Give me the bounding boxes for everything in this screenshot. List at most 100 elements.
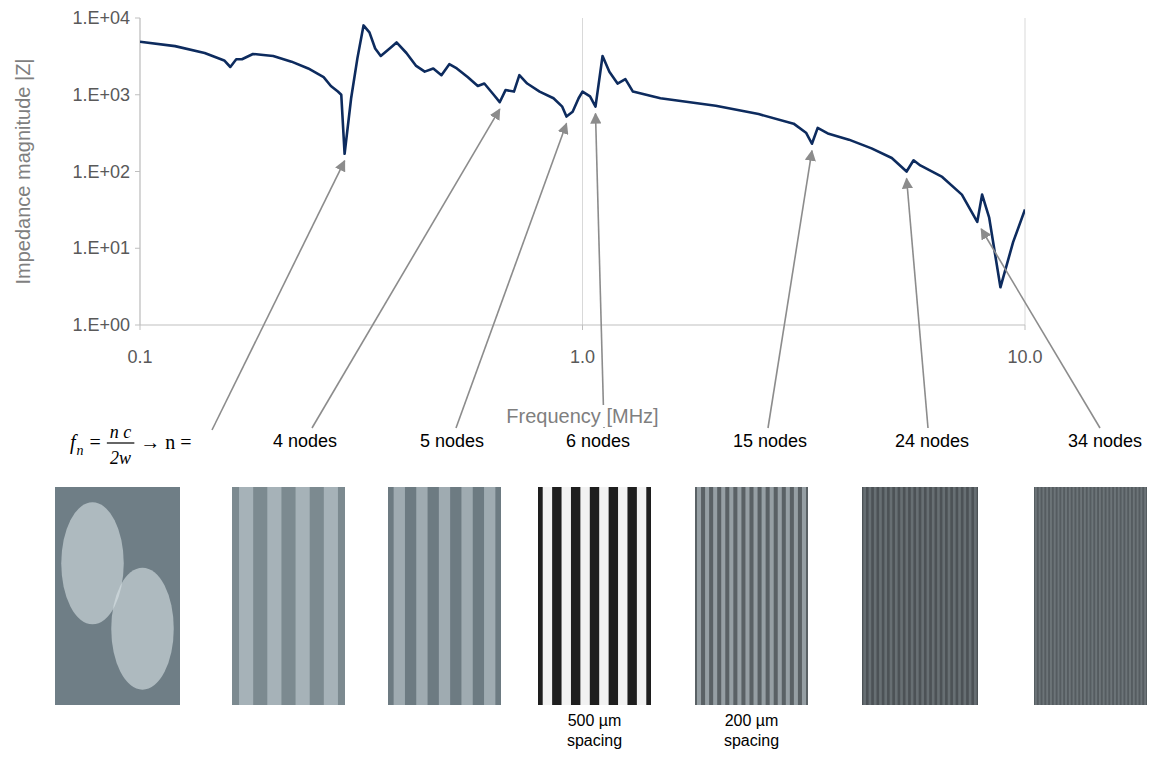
photo-frame [695,487,808,705]
photo-texture [416,487,427,705]
photo-texture [705,487,709,705]
photo-texture [1137,487,1139,705]
node-label: 4 nodes [273,431,337,451]
photo-texture [964,487,967,705]
photo-texture [1061,487,1063,705]
photo-texture [754,487,758,705]
y-tick-label: 1.E+04 [72,8,130,28]
photo-texture [932,487,935,705]
photo-texture [948,487,951,705]
photo-texture [900,487,903,705]
y-axis-title: Impedance magnitude |Z| [12,58,34,284]
photo-texture [439,487,450,705]
photo-frame [55,487,180,705]
arrows [212,109,1100,430]
y-tick-label: 1.E+01 [72,238,130,258]
photo-texture [1080,487,1082,705]
node-label: 15 nodes [733,431,807,451]
formula-num: n c [110,422,132,442]
photo-texture [1050,487,1052,705]
node-label: 34 nodes [1068,431,1142,451]
photo-texture [974,487,977,705]
formula-rhs: → n = [140,431,191,453]
photo-texture [942,487,945,705]
photo [55,487,180,705]
photo-texture [969,487,972,705]
photo-texture [1099,487,1101,705]
photo [1034,487,1147,705]
formula: fn=n c2w→ n = [70,422,192,468]
photo-texture [921,487,924,705]
annotation-arrow [981,229,1100,428]
photo [862,487,978,705]
photo-texture [1107,487,1109,705]
photo [232,487,345,705]
photo-texture [911,487,914,705]
photo-texture [863,487,866,705]
y-tick [135,325,140,326]
photo-texture [895,487,898,705]
photo-texture [802,487,806,705]
annotation-arrow [768,151,812,428]
photo-texture [461,487,472,705]
x-grid-line [1025,18,1026,325]
formula-eq: = [90,431,101,453]
annotation-arrow [212,161,345,430]
photo-texture [1035,487,1037,705]
photo-texture [1091,487,1093,705]
photo-texture [1084,487,1086,705]
photo-texture [786,487,790,705]
photo-texture [1069,487,1071,705]
x-tick [582,325,583,330]
photo-texture [927,487,930,705]
grid [140,18,1025,325]
photo-texture [1114,487,1116,705]
photo-texture [778,487,782,705]
photo [538,487,651,705]
node-label: 6 nodes [566,431,630,451]
photo-texture [637,487,646,705]
x-axis-title-group: Frequency [MHz] [502,405,662,427]
photo-texture [1042,487,1044,705]
photo-texture [953,487,956,705]
photo-texture [697,487,701,705]
photo-texture [1122,487,1124,705]
photo-texture [869,487,872,705]
y-tick [135,94,140,95]
y-tick [135,18,140,19]
photo-texture [1110,487,1112,705]
photo-texture [484,487,495,705]
node-label: 5 nodes [420,431,484,451]
figure: 1.E+001.E+011.E+021.E+031.E+040.11.010.0… [0,0,1162,764]
photo-frame [388,487,501,705]
y-tick [135,248,140,249]
photo-texture [1073,487,1075,705]
x-tick [1025,325,1026,330]
photo-texture [1133,487,1135,705]
photo-texture [874,487,877,705]
photo-texture [1039,487,1041,705]
photo-texture [618,487,627,705]
photo-texture [737,487,741,705]
photo-texture [1095,487,1097,705]
annotation-arrow [907,179,928,429]
photo-texture [1054,487,1056,705]
impedance-line [140,25,1025,287]
x-tick-label: 1.0 [570,347,595,367]
annotation-arrow [456,124,566,428]
y-tick-label: 1.E+03 [72,85,130,105]
photo-texture [543,487,552,705]
photo-texture [1046,487,1048,705]
photo-caption: 500 µmspacing [567,712,622,749]
photo-texture [111,568,174,690]
photo-frame [232,487,345,705]
photo-texture [762,487,766,705]
photo-texture [879,487,882,705]
x-tick-label: 10.0 [1007,347,1042,367]
photo-texture [794,487,798,705]
photo-texture [1129,487,1131,705]
x-tick [140,325,141,330]
photo-texture [745,487,749,705]
label-patch [502,405,662,427]
plot-data [140,25,1025,287]
